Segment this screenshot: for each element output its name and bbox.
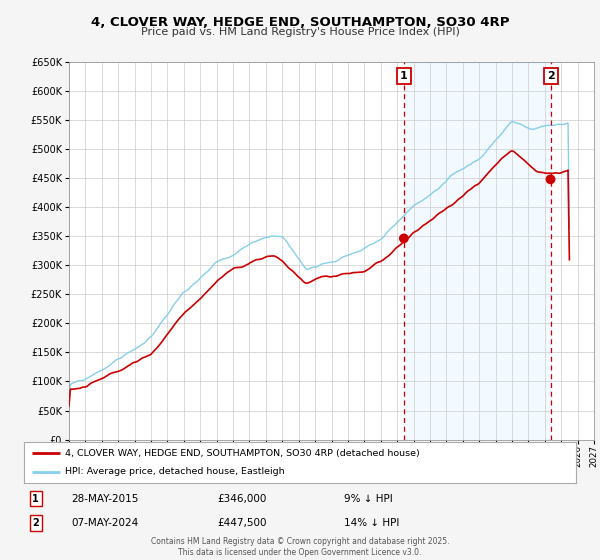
Text: 1: 1 xyxy=(32,494,39,503)
Text: £346,000: £346,000 xyxy=(217,494,266,503)
Text: 07-MAY-2024: 07-MAY-2024 xyxy=(71,518,138,528)
Text: 14% ↓ HPI: 14% ↓ HPI xyxy=(344,518,400,528)
Text: 2: 2 xyxy=(547,71,554,81)
Text: 28-MAY-2015: 28-MAY-2015 xyxy=(71,494,138,503)
Point xyxy=(399,234,409,243)
Bar xyxy=(404,62,551,440)
Text: 9% ↓ HPI: 9% ↓ HPI xyxy=(344,494,393,503)
Text: Contains HM Land Registry data © Crown copyright and database right 2025.
This d: Contains HM Land Registry data © Crown c… xyxy=(151,537,449,557)
Text: 2: 2 xyxy=(32,518,39,528)
Text: Price paid vs. HM Land Registry's House Price Index (HPI): Price paid vs. HM Land Registry's House … xyxy=(140,27,460,37)
Text: 4, CLOVER WAY, HEDGE END, SOUTHAMPTON, SO30 4RP (detached house): 4, CLOVER WAY, HEDGE END, SOUTHAMPTON, S… xyxy=(65,449,420,458)
Text: HPI: Average price, detached house, Eastleigh: HPI: Average price, detached house, East… xyxy=(65,468,285,477)
Text: £447,500: £447,500 xyxy=(217,518,266,528)
Text: 4, CLOVER WAY, HEDGE END, SOUTHAMPTON, SO30 4RP: 4, CLOVER WAY, HEDGE END, SOUTHAMPTON, S… xyxy=(91,16,509,29)
Point xyxy=(546,175,556,184)
Text: 1: 1 xyxy=(400,71,408,81)
